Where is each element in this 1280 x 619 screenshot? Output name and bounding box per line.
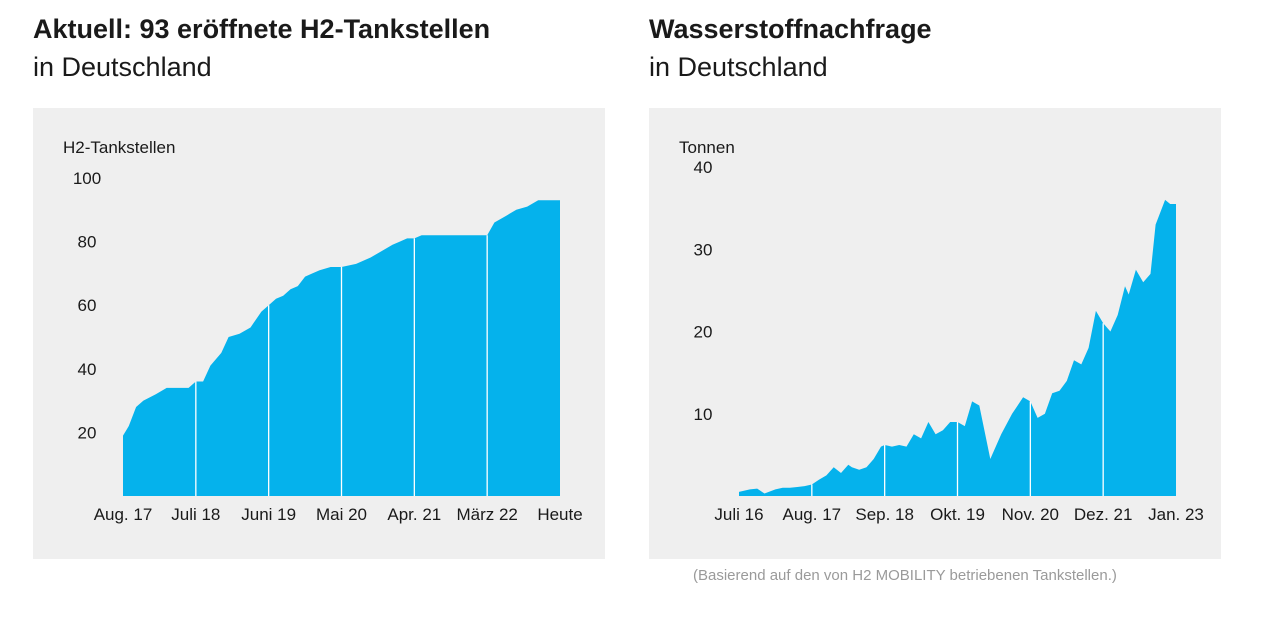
x-tick-label: Jan. 23 [1148,505,1204,524]
demand-area-chart: Tonnen 10 20 30 40 Juli 16 Aug. 17 Sep. 18 Okt. … [679,138,1204,524]
chart-area: H2-Tankstellen 20 40 60 80 100 Aug. 17 Juli 18 J… [33,108,605,559]
y-tick-label: 60 [78,296,97,315]
x-tick-label: Heute [537,505,582,524]
x-tick-label: Dez. 21 [1074,505,1133,524]
x-tick-label: Juni 19 [241,505,296,524]
x-tick-label: Nov. 20 [1002,505,1059,524]
station-area-chart: H2-Tankstellen 20 40 60 80 100 Aug. 17 Juli 18 J… [63,138,583,524]
x-tick-label: Mai 20 [316,505,367,524]
chart-title: Wasserstoffnachfrage [649,14,932,44]
x-tick-label: Juli 16 [714,505,763,524]
y-tick-label: 40 [78,360,97,379]
x-tick-label: Aug. 17 [94,505,153,524]
x-tick-label: Aug. 17 [783,505,842,524]
x-tick-label: Sep. 18 [855,505,914,524]
y-tick-label: 10 [694,405,713,424]
x-tick-label: Okt. 19 [930,505,985,524]
y-axis-title: H2-Tankstellen [63,138,175,157]
x-tick-label: Apr. 21 [387,505,441,524]
y-tick-label: 80 [78,233,97,252]
data-area [739,199,1176,496]
y-tick-label: 30 [694,240,713,259]
x-tick-label: Juli 18 [171,505,220,524]
x-tick-label: März 22 [456,505,517,524]
y-tick-label: 20 [78,423,97,442]
chart-area: Tonnen 10 20 30 40 Juli 16 Aug. 17 Sep. 18 Okt. … [649,108,1221,559]
y-axis-title: Tonnen [679,138,735,157]
y-tick-label: 40 [694,158,713,177]
chart-title: Aktuell: 93 eröffnete H2-Tankstellen [33,14,491,44]
y-tick-label: 20 [694,323,713,342]
footnote: (Basierend auf den von H2 MOBILITY betri… [693,567,1117,584]
y-tick-label: 100 [73,169,101,188]
chart-subtitle: in Deutschland [33,52,212,82]
chart-subtitle: in Deutschland [649,52,828,82]
